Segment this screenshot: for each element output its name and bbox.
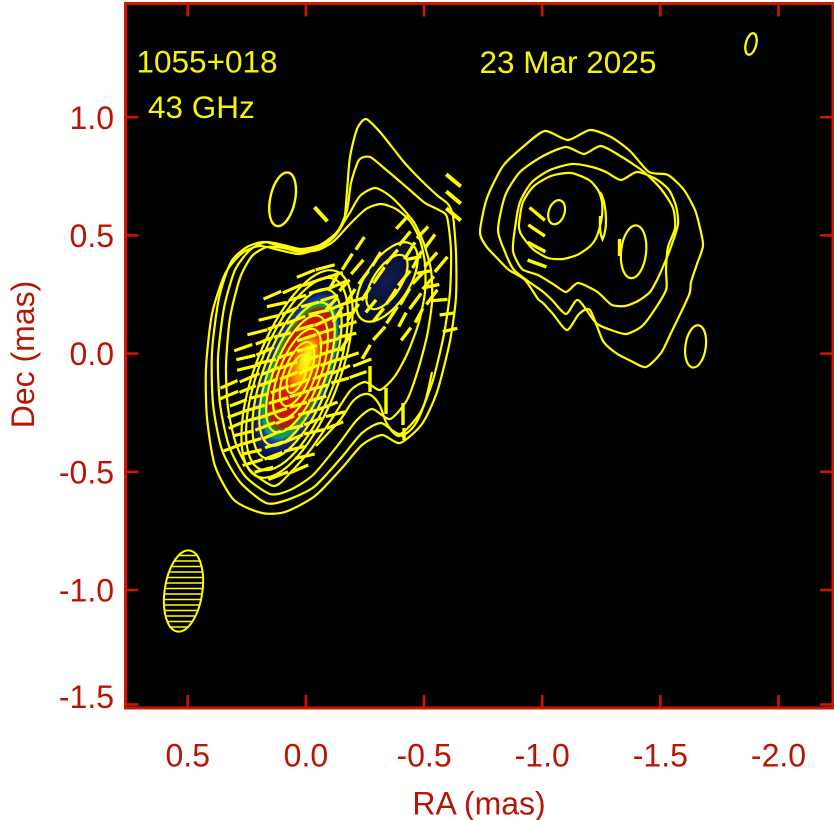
svg-text:-1.0: -1.0 xyxy=(59,573,114,609)
svg-text:Dec (mas): Dec (mas) xyxy=(5,281,41,429)
svg-text:43 GHz: 43 GHz xyxy=(148,89,255,125)
svg-text:-0.5: -0.5 xyxy=(59,454,114,490)
svg-text:-1.0: -1.0 xyxy=(515,738,570,774)
svg-text:23 Mar 2025: 23 Mar 2025 xyxy=(480,44,657,80)
svg-text:-2.0: -2.0 xyxy=(751,738,806,774)
svg-text:1.0: 1.0 xyxy=(70,100,114,136)
svg-text:0.0: 0.0 xyxy=(284,738,328,774)
svg-text:-0.5: -0.5 xyxy=(396,738,451,774)
svg-text:0.0: 0.0 xyxy=(70,336,114,372)
svg-text:-1.5: -1.5 xyxy=(59,679,114,715)
svg-text:-1.5: -1.5 xyxy=(633,738,688,774)
svg-text:RA (mas): RA (mas) xyxy=(412,785,545,820)
svg-text:0.5: 0.5 xyxy=(70,218,114,254)
svg-text:1055+018: 1055+018 xyxy=(137,44,278,80)
svg-text:0.5: 0.5 xyxy=(166,738,210,774)
